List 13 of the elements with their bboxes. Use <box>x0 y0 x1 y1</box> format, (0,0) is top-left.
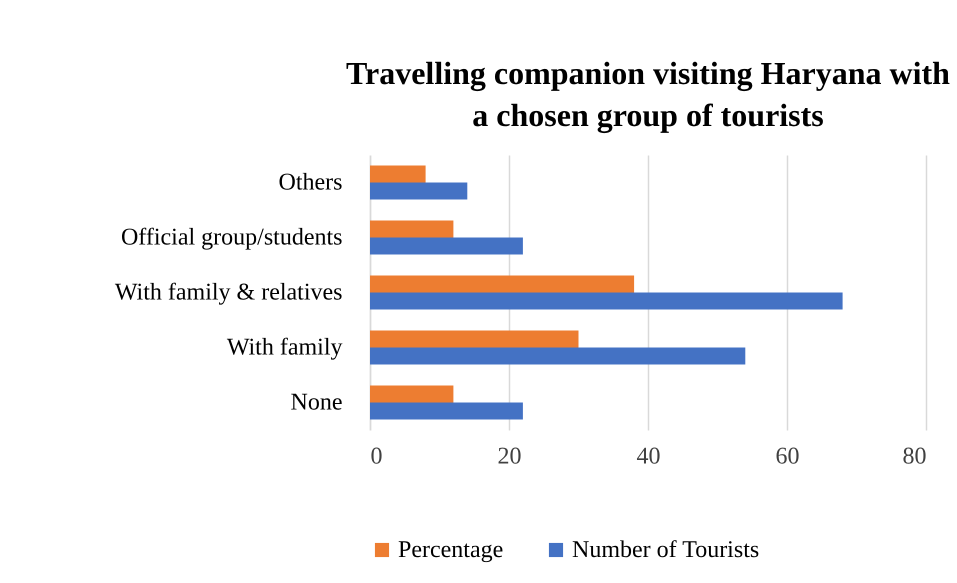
x-tick-label: 40 <box>636 444 660 470</box>
chart-title: Travelling companion visiting Haryana with a chosen group of tourists <box>346 55 950 134</box>
x-tick-label: 0 <box>370 444 382 470</box>
y-tick-label: Official group/students <box>120 224 342 250</box>
y-tick-label: With family <box>226 334 342 360</box>
y-tick-label: None <box>290 390 342 416</box>
legend-label: Percentage <box>398 537 504 563</box>
x-tick-label: 60 <box>776 444 800 470</box>
y-tick-label: Others <box>278 170 342 196</box>
x-tick-label: 80 <box>902 444 926 470</box>
legend-label: Number of Tourists <box>572 537 760 563</box>
x-tick-label: 20 <box>498 444 522 470</box>
y-tick-label: With family & relatives <box>114 280 342 306</box>
